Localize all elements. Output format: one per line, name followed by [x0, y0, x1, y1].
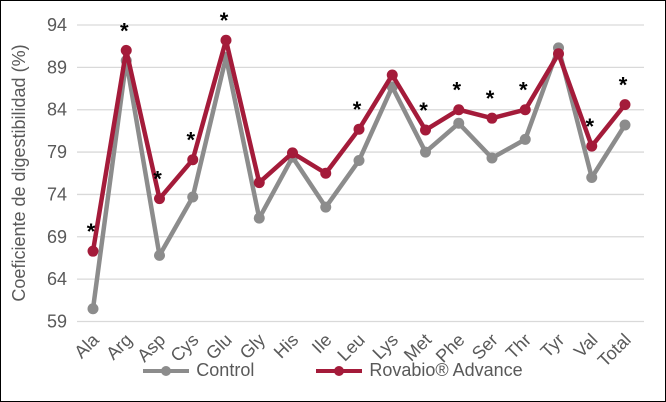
data-point-marker — [586, 171, 598, 183]
data-point-marker — [519, 104, 531, 116]
significance-asterisk: * — [419, 98, 428, 123]
data-point-marker — [154, 249, 165, 261]
y-tick-label: 89 — [47, 57, 67, 77]
significance-asterisk: * — [120, 18, 129, 43]
data-point-marker — [453, 117, 465, 129]
data-point-marker — [87, 245, 99, 257]
y-tick-label: 79 — [47, 142, 67, 162]
y-axis-ticks: 59 64 69 74 79 84 89 94 — [47, 15, 67, 332]
y-axis-title: Coeficiente de digestibilidad (%) — [9, 44, 29, 301]
data-point-marker — [253, 212, 265, 224]
x-tick-label: Arg — [102, 330, 136, 364]
gridlines — [77, 24, 644, 323]
x-tick-label: His — [270, 330, 303, 363]
data-point-marker — [220, 34, 232, 46]
x-tick-label: Tyr — [537, 330, 569, 362]
data-point-marker — [287, 147, 298, 159]
x-tick-label: Ser — [468, 330, 502, 364]
x-tick-label: Ala — [70, 329, 103, 362]
data-point-marker — [187, 154, 199, 166]
data-point-marker — [87, 303, 99, 315]
significance-asterisk: * — [452, 78, 461, 103]
x-tick-label: Ile — [308, 330, 336, 358]
data-point-marker — [154, 193, 165, 205]
x-tick-label: Thr — [502, 330, 535, 363]
legend-item-rovabio: Rovabio® Advance — [316, 360, 523, 381]
data-point-marker — [486, 112, 498, 124]
data-point-marker — [320, 201, 332, 213]
data-point-marker — [120, 44, 132, 56]
significance-asterisk: * — [186, 128, 195, 153]
data-point-marker — [619, 99, 631, 111]
legend-item-control: Control — [143, 360, 254, 381]
y-tick-label: 74 — [47, 184, 67, 204]
data-point-marker — [619, 119, 631, 131]
data-point-marker — [553, 48, 564, 60]
series-control — [87, 42, 631, 315]
x-tick-label: Glu — [202, 330, 236, 364]
control-series-marker-icon — [143, 365, 190, 376]
significance-markers: * * * * * * * * * * * * — [87, 8, 628, 244]
significance-asterisk: * — [220, 8, 229, 33]
data-point-marker — [453, 104, 465, 116]
significance-asterisk: * — [153, 167, 162, 192]
data-point-marker — [519, 133, 531, 145]
y-tick-label: 59 — [47, 312, 67, 332]
significance-asterisk: * — [519, 78, 528, 103]
data-point-marker — [386, 69, 398, 81]
rovabio-series-marker-icon — [316, 365, 363, 376]
y-tick-label: 84 — [47, 100, 67, 120]
data-point-marker — [420, 124, 431, 136]
significance-asterisk: * — [486, 86, 495, 111]
x-tick-label: Lys — [369, 330, 402, 363]
significance-asterisk: * — [585, 114, 594, 139]
data-point-marker — [353, 155, 365, 167]
x-tick-label: Gly — [236, 330, 269, 363]
y-tick-label: 64 — [47, 269, 67, 289]
series-rovabio — [87, 34, 631, 257]
data-point-marker — [586, 140, 598, 152]
data-point-marker — [187, 191, 199, 203]
legend-label-rovabio: Rovabio® Advance — [369, 360, 523, 380]
data-point-marker — [420, 146, 431, 158]
significance-asterisk: * — [619, 73, 628, 98]
legend: Control Rovabio® Advance — [1, 360, 665, 381]
data-point-marker — [353, 123, 365, 135]
data-point-marker — [486, 152, 498, 164]
legend-label-control: Control — [196, 360, 255, 380]
data-point-marker — [320, 167, 332, 179]
data-point-marker — [386, 81, 398, 93]
y-tick-label: 69 — [47, 227, 67, 247]
data-point-marker — [253, 177, 265, 189]
significance-asterisk: * — [353, 97, 362, 122]
significance-asterisk: * — [87, 219, 96, 244]
y-tick-label: 94 — [47, 15, 67, 35]
